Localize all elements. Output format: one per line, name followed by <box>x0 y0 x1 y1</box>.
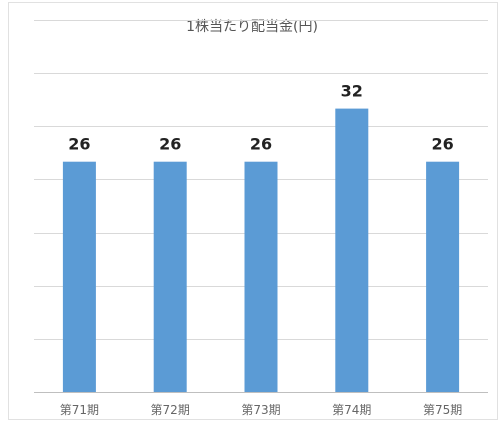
data-label-1: 26 <box>68 135 90 154</box>
x-tick-labels: 第71期 第72期 第73期 第74期 第75期 <box>60 403 462 417</box>
x-tick-label-5: 第75期 <box>423 403 462 417</box>
data-labels: 26 26 26 32 26 <box>68 82 453 154</box>
data-label-4: 32 <box>341 82 363 101</box>
bar-2 <box>153 161 187 392</box>
data-label-5: 26 <box>431 135 453 154</box>
bar-5 <box>426 161 460 392</box>
x-tick-label-1: 第71期 <box>60 403 99 417</box>
bars <box>62 108 460 392</box>
data-label-2: 26 <box>159 135 181 154</box>
data-label-3: 26 <box>250 135 272 154</box>
chart-title: 1株当たり配当金(円) <box>186 19 318 35</box>
x-tick-label-4: 第74期 <box>332 403 371 417</box>
bar-3 <box>244 161 278 392</box>
x-tick-label-2: 第72期 <box>151 403 190 417</box>
bar-4 <box>335 108 369 392</box>
x-tick-label-3: 第73期 <box>241 403 280 417</box>
bar-1 <box>62 161 96 392</box>
